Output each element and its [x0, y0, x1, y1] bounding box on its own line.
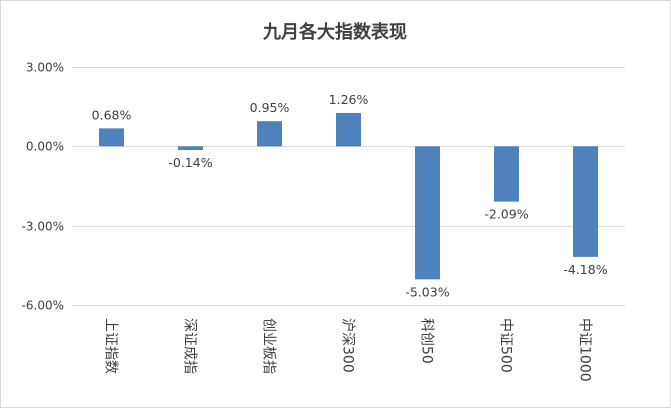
data-label: -5.03%	[405, 284, 449, 299]
bar	[415, 146, 440, 280]
data-label: -0.14%	[168, 155, 212, 170]
bar	[494, 146, 519, 202]
y-tick-label: -3.00%	[22, 220, 64, 234]
y-tick-label: -6.00%	[22, 299, 64, 313]
chart-title: 九月各大指数表现	[262, 21, 407, 43]
bar	[99, 128, 124, 147]
y-tick-label: 3.00%	[26, 61, 64, 75]
bar	[573, 146, 598, 257]
bar	[336, 113, 361, 147]
gridlines	[72, 67, 625, 306]
data-label: 0.95%	[250, 100, 290, 115]
data-label: -4.18%	[563, 262, 607, 277]
bar	[178, 146, 203, 151]
bars	[99, 113, 598, 280]
data-label: -2.09%	[484, 207, 528, 222]
category-label: 上证指数	[103, 318, 119, 374]
category-labels: 上证指数 深证成指 创业板指 沪深300 科创50 中证500 中证1000	[103, 318, 593, 382]
bar	[257, 121, 282, 147]
data-labels: 0.68% -0.14% 0.95% 1.26% -5.03% -2.09% -4.18%	[92, 92, 608, 299]
category-label: 创业板指	[261, 318, 277, 374]
category-label: 沪深300	[340, 318, 356, 373]
category-label: 科创50	[419, 318, 435, 364]
data-label: 0.68%	[92, 107, 132, 122]
y-tick-label: 0.00%	[26, 140, 64, 154]
category-label: 深证成指	[182, 318, 198, 374]
data-label: 1.26%	[329, 92, 369, 107]
category-label: 中证500	[498, 318, 514, 373]
category-label: 中证1000	[577, 318, 593, 382]
y-axis-ticks: 3.00% 0.00% -3.00% -6.00%	[22, 61, 64, 313]
